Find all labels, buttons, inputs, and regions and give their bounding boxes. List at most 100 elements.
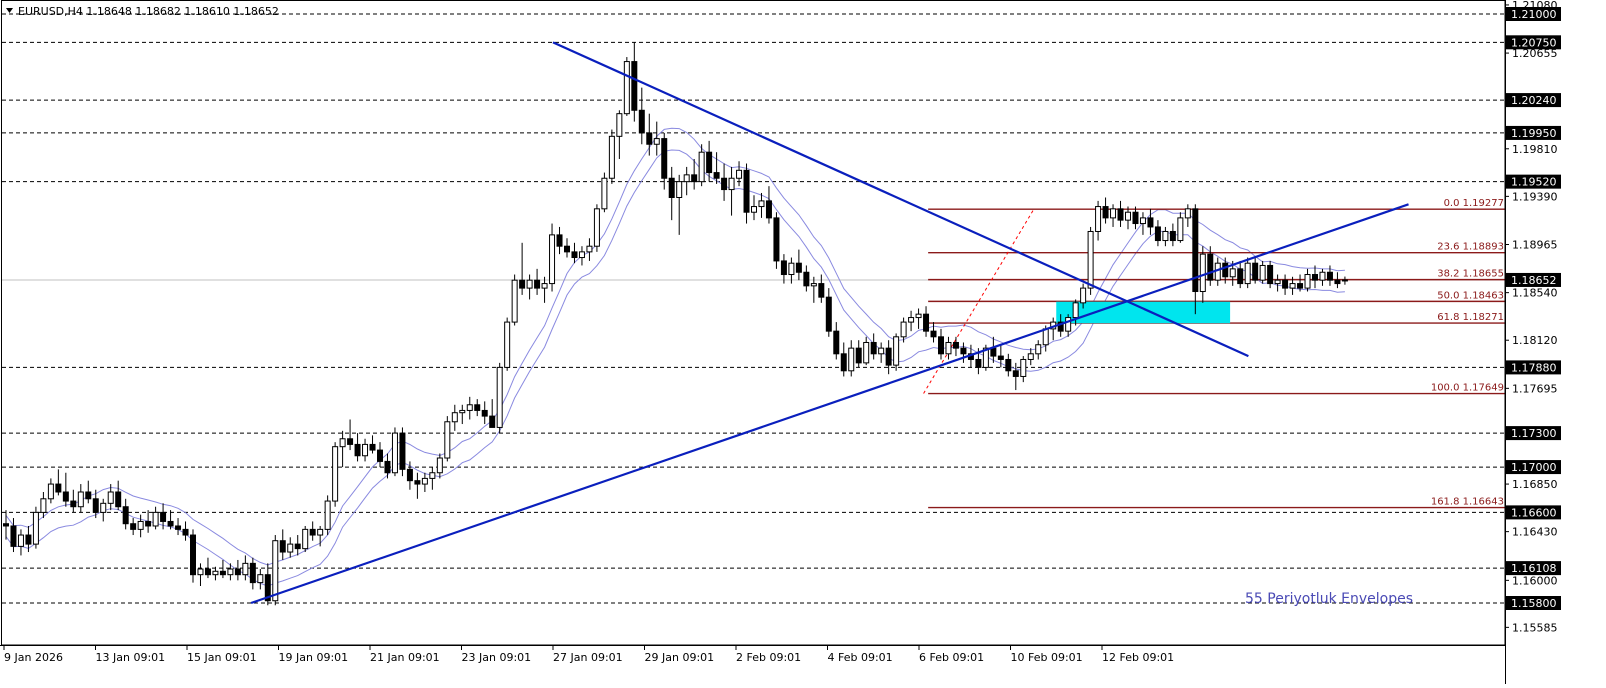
- candle: [908, 310, 915, 332]
- candle: [436, 453, 443, 479]
- candle-body-bullish: [1125, 211, 1131, 221]
- candle-body-bullish: [810, 283, 817, 287]
- candle: [534, 268, 541, 295]
- candle-body-bullish: [1319, 271, 1326, 281]
- candle: [1169, 223, 1176, 247]
- support-zone-rect: [1056, 301, 1231, 324]
- chart-header: EURUSD,H4 1.18648 1.18682 1.18610 1.1865…: [18, 5, 279, 18]
- candle: [257, 569, 264, 590]
- candle-body-bullish: [893, 336, 900, 366]
- support-zone: [1056, 301, 1231, 324]
- current-price-tag: 1.18652: [1506, 272, 1561, 287]
- candle-body-bearish: [1326, 271, 1333, 281]
- candle: [885, 340, 892, 375]
- candle-body-bullish: [1259, 264, 1266, 281]
- candle: [945, 336, 952, 360]
- candle: [1154, 220, 1161, 247]
- candle-body-bearish: [294, 543, 301, 550]
- candle: [249, 557, 256, 590]
- candle: [399, 427, 406, 477]
- candle: [803, 265, 810, 292]
- fib-level-label: 0.0 1.19277: [1444, 198, 1504, 209]
- candle-body-bullish: [1229, 268, 1236, 278]
- fib-level-label: 61.8 1.18271: [1437, 312, 1504, 323]
- candle: [77, 484, 84, 513]
- candle-body-bullish: [878, 347, 885, 355]
- candle-body-bearish: [803, 271, 810, 287]
- price-tick-label: 1.17695: [1512, 382, 1558, 395]
- candle-body-bullish: [77, 491, 84, 508]
- candle-body-bearish: [691, 174, 698, 183]
- price-tag-background: [1506, 426, 1561, 441]
- candle-body-bullish: [848, 347, 855, 372]
- candle-body-bearish: [1267, 264, 1274, 285]
- candle: [459, 404, 466, 425]
- candle-body-bearish: [938, 336, 944, 355]
- header-dropdown-icon[interactable]: [6, 8, 13, 13]
- candle: [653, 121, 660, 156]
- candle-body-bullish: [1162, 230, 1169, 242]
- candle-body-bullish: [32, 511, 39, 545]
- price-tag-background: [1506, 35, 1561, 50]
- candle: [571, 242, 578, 264]
- price-tag-background: [1506, 93, 1561, 108]
- trendline-ascending: [250, 203, 1409, 605]
- candle-body-bearish: [62, 491, 69, 502]
- candle: [915, 308, 922, 329]
- candle-body-bearish: [279, 540, 286, 553]
- candle: [466, 396, 473, 420]
- candle: [167, 510, 174, 530]
- candle: [32, 506, 39, 549]
- candle: [923, 306, 930, 337]
- candle: [736, 161, 743, 187]
- candle-body-bearish: [474, 404, 481, 411]
- candle: [840, 342, 847, 377]
- price-tag-background: [1506, 505, 1561, 520]
- candle-body-bearish: [743, 169, 750, 213]
- candle: [421, 472, 428, 492]
- candle: [758, 192, 765, 218]
- candle: [751, 195, 757, 221]
- candle-body-bearish: [3, 523, 9, 527]
- candle-body-bullish: [1274, 279, 1281, 285]
- candle-body-bearish: [1005, 358, 1012, 372]
- price-tag-background: [1506, 360, 1561, 375]
- price-level-tag: 1.19950: [1506, 125, 1561, 140]
- candle-body-bearish: [70, 500, 77, 508]
- candle-body-bearish: [414, 480, 421, 485]
- time-tick-label: 19 Jan 09:01: [279, 651, 349, 664]
- candle-body-bearish: [92, 498, 99, 513]
- candle-body-bullish: [758, 200, 765, 208]
- candle-body-bearish: [406, 468, 413, 482]
- candle: [960, 342, 967, 363]
- candle-body-bearish: [923, 313, 930, 332]
- fib-level-label: 50.0 1.18463: [1437, 290, 1504, 301]
- candle-body-bearish: [160, 511, 167, 522]
- candle: [429, 467, 436, 490]
- candle-body-bearish: [175, 525, 182, 530]
- candle: [1334, 272, 1341, 289]
- price-level-tag: 1.17000: [1506, 460, 1561, 475]
- time-axis-background: [0, 645, 1505, 684]
- candle-body-bullish: [444, 421, 451, 459]
- candle: [137, 514, 144, 538]
- candle: [698, 144, 705, 187]
- candle: [728, 166, 735, 216]
- candle: [1222, 257, 1229, 284]
- candle-body-bearish: [556, 234, 563, 247]
- candle: [1072, 299, 1079, 326]
- time-tick-label: 13 Jan 09:01: [96, 651, 166, 664]
- price-axis: 1.21080 1.20655 1.19810 1.19390 1.18965 1.185…: [1505, 0, 1561, 634]
- candle-body-bearish: [354, 443, 361, 457]
- candle-body-bearish: [234, 568, 241, 576]
- candle-body-bullish: [362, 443, 369, 457]
- candle-body-bearish: [1252, 262, 1259, 281]
- price-tag-label: 1.16108: [1511, 562, 1557, 575]
- fib-level-label: 23.6 1.18893: [1437, 242, 1504, 253]
- candle: [347, 419, 354, 451]
- candle: [1192, 204, 1199, 315]
- candle: [1057, 314, 1064, 337]
- candle-body-bearish: [264, 574, 271, 602]
- candle-body-bullish: [1080, 287, 1087, 304]
- candle: [855, 340, 862, 368]
